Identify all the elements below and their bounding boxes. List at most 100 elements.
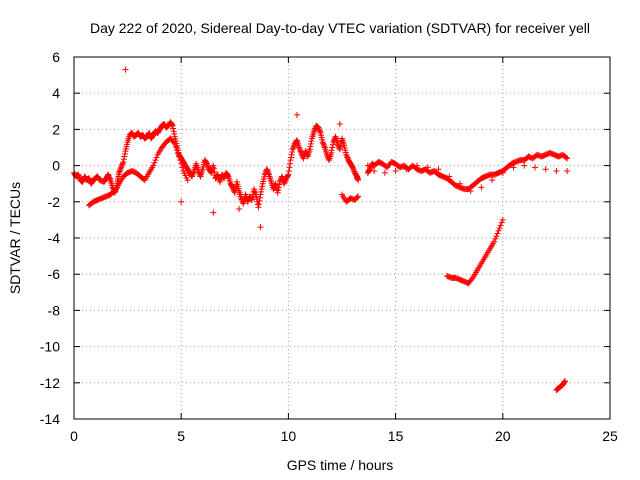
x-axis-label: GPS time / hours xyxy=(287,457,394,473)
data-point xyxy=(561,378,568,385)
data-point xyxy=(275,184,282,191)
data-point xyxy=(316,127,323,134)
data-point xyxy=(257,224,264,231)
data-point xyxy=(264,167,271,174)
data-point xyxy=(328,149,335,156)
data-point xyxy=(424,164,431,171)
data-point xyxy=(355,193,362,200)
data-point xyxy=(354,175,361,182)
x-tick-label: 0 xyxy=(70,428,78,444)
data-point xyxy=(189,170,196,177)
data-point xyxy=(350,165,357,172)
data-point xyxy=(189,172,196,179)
data-point xyxy=(510,164,517,171)
data-point xyxy=(171,140,178,147)
data-point xyxy=(285,171,292,178)
x-tick-label: 20 xyxy=(495,428,511,444)
data-point xyxy=(117,165,124,172)
data-point xyxy=(178,160,185,167)
data-point xyxy=(321,143,328,150)
grid xyxy=(74,57,610,419)
data-point xyxy=(244,198,251,205)
data-point xyxy=(275,187,282,194)
data-point xyxy=(153,154,160,161)
data-point xyxy=(118,163,125,170)
data-point xyxy=(105,173,112,180)
data-point xyxy=(564,155,571,162)
data-point xyxy=(146,130,153,137)
data-point xyxy=(249,194,256,201)
data-point xyxy=(116,169,123,176)
data-point xyxy=(236,206,243,213)
data-points xyxy=(71,66,571,394)
data-point xyxy=(329,144,336,151)
y-tick-label: -4 xyxy=(48,230,61,246)
data-point xyxy=(119,160,126,167)
data-point xyxy=(281,179,288,186)
data-point xyxy=(343,151,350,158)
data-point xyxy=(121,153,128,160)
data-point xyxy=(238,195,245,202)
data-point xyxy=(172,144,179,151)
data-point xyxy=(491,238,498,245)
data-point xyxy=(287,157,294,164)
data-point xyxy=(297,147,304,154)
data-point xyxy=(120,156,127,163)
data-point xyxy=(315,124,322,131)
data-point xyxy=(105,171,112,178)
data-point xyxy=(256,194,263,201)
data-point xyxy=(120,158,127,165)
data-point xyxy=(319,139,326,146)
data-point xyxy=(258,188,265,195)
chart-title: Day 222 of 2020, Sidereal Day-to-day VTE… xyxy=(90,20,590,36)
data-point xyxy=(344,154,351,161)
data-point xyxy=(286,164,293,171)
y-tick-label: -14 xyxy=(40,411,60,427)
data-point xyxy=(542,166,549,173)
data-point xyxy=(210,165,217,172)
data-point xyxy=(152,157,159,164)
data-point xyxy=(498,219,505,226)
data-point xyxy=(553,168,560,175)
data-point xyxy=(366,166,373,173)
data-point xyxy=(106,175,113,182)
data-point xyxy=(414,162,421,169)
data-point xyxy=(336,146,343,153)
data-point xyxy=(315,125,322,132)
y-tick-labels: -14 -12 -10 -8 -6 -4 -2 0 2 4 6 xyxy=(40,49,60,427)
data-point xyxy=(496,225,503,232)
y-tick-label: 0 xyxy=(52,158,60,174)
data-point xyxy=(564,168,571,175)
y-tick-label: -8 xyxy=(48,302,61,318)
data-point xyxy=(497,222,504,229)
data-point xyxy=(343,153,350,160)
data-point xyxy=(307,140,314,147)
data-point xyxy=(328,147,335,154)
data-point xyxy=(257,191,264,198)
data-point xyxy=(561,377,568,384)
data-point xyxy=(293,111,300,118)
data-point xyxy=(232,187,239,194)
data-point xyxy=(364,162,371,169)
data-point xyxy=(531,164,538,171)
x-tick-label: 5 xyxy=(177,428,185,444)
data-point xyxy=(170,128,177,135)
data-point xyxy=(203,160,210,167)
data-point xyxy=(467,187,474,194)
data-point xyxy=(118,164,125,171)
data-point xyxy=(563,154,570,161)
data-point xyxy=(122,66,129,73)
data-point xyxy=(176,153,183,160)
data-point xyxy=(79,178,86,185)
data-point xyxy=(169,122,176,129)
data-point xyxy=(248,196,255,203)
y-tick-label: 6 xyxy=(52,49,60,65)
data-point xyxy=(494,230,501,237)
data-point xyxy=(106,174,113,181)
data-point xyxy=(289,149,296,156)
data-point xyxy=(265,170,272,177)
data-point xyxy=(179,164,186,171)
data-point xyxy=(446,173,453,180)
data-point xyxy=(210,209,217,216)
data-point xyxy=(495,227,502,234)
